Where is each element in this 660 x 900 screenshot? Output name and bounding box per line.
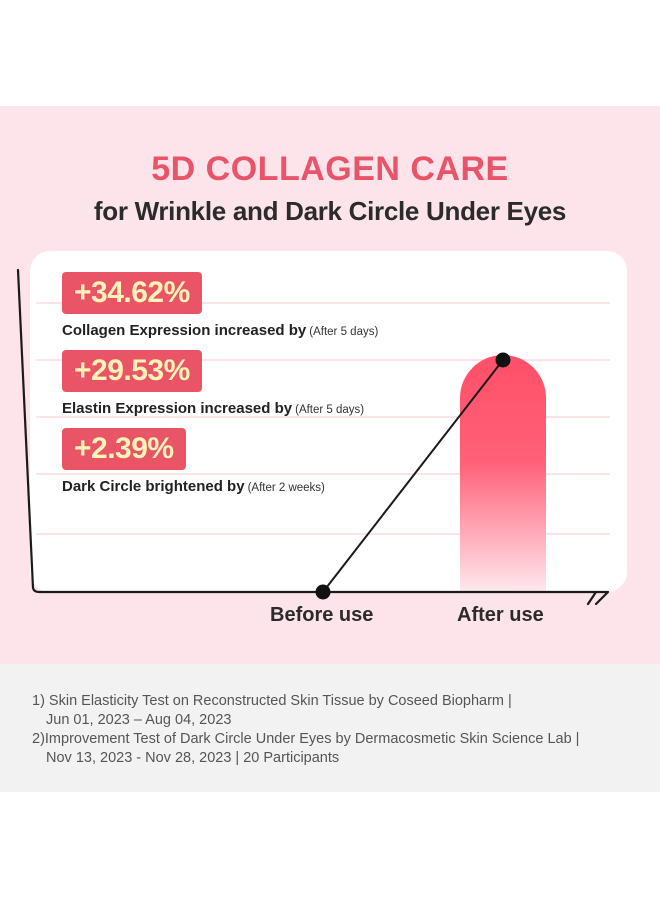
stat-collagen: +34.62% Collagen Expression increased by…: [62, 272, 378, 339]
page-subtitle: for Wrinkle and Dark Circle Under Eyes: [93, 196, 567, 226]
footnote-2: 2)Improvement Test of Dark Circle Under …: [32, 730, 579, 768]
stat-description: Dark Circle brightened by (After 2 weeks): [62, 478, 325, 495]
footnote-1-line2: Jun 01, 2023 – Aug 04, 2023: [46, 712, 232, 728]
footnotes-section: 1) Skin Elasticity Test on Reconstructed…: [0, 664, 660, 792]
stat-value-badge: +34.62%: [62, 272, 202, 314]
trend-line: [322, 359, 504, 593]
stat-label: Collagen Expression increased by: [62, 322, 307, 339]
footnote-2-line2: Nov 13, 2023 - Nov 28, 2023 | 20 Partici…: [46, 750, 340, 766]
stat-value-badge: +29.53%: [62, 350, 202, 392]
stat-value-badge: +2.39%: [62, 428, 186, 470]
stat-note: (After 5 days): [309, 326, 379, 338]
bars: [460, 355, 546, 592]
x-tick-label-after: After use: [457, 604, 544, 626]
stat-dark-circle: +2.39% Dark Circle brightened by (After 2…: [62, 428, 325, 495]
page-title: 5D COLLAGEN CARE: [151, 150, 509, 188]
x-axis: [16, 268, 610, 606]
stat-note: (After 2 weeks): [247, 482, 325, 494]
footnote-1-line1: 1) Skin Elasticity Test on Reconstructed…: [32, 693, 512, 709]
data-point-after-use: [495, 352, 511, 368]
stat-description: Elastin Expression increased by (After 5 …: [62, 400, 364, 417]
bar-after-use: [460, 355, 546, 592]
trend-line-group: [315, 352, 511, 600]
x-tick-label-before: Before use: [270, 604, 374, 626]
footnote-1: 1) Skin Elasticity Test on Reconstructed…: [32, 692, 512, 730]
stat-note: (After 5 days): [295, 404, 365, 416]
data-point-before-use: [315, 584, 331, 600]
stat-label: Dark Circle brightened by: [62, 478, 245, 495]
footnote-2-line1: 2)Improvement Test of Dark Circle Under …: [32, 731, 580, 747]
stat-elastin: +29.53% Elastin Expression increased by(…: [62, 350, 364, 417]
stat-label: Elastin Expression increased by: [62, 400, 293, 417]
stat-description: Collagen Expression increased by (After 5…: [62, 322, 378, 339]
